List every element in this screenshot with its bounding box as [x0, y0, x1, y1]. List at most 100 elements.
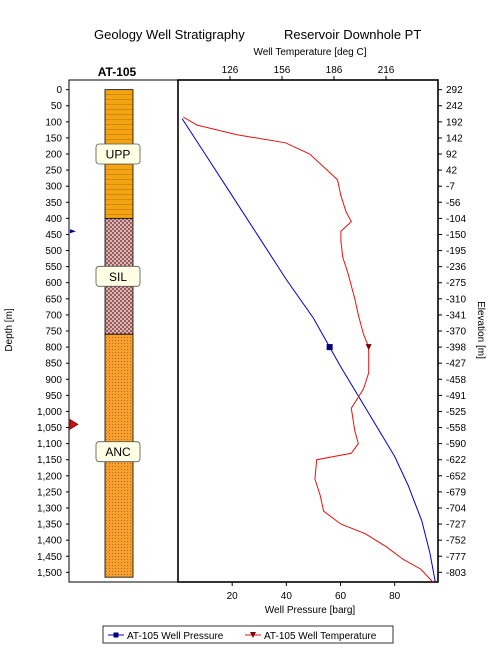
- depth-tick-label: 250: [45, 166, 62, 177]
- legend-temperature-label: AT-105 Well Temperature: [264, 631, 377, 642]
- inflow-marker-blue: [70, 229, 76, 234]
- formation-upp-label: UPP: [106, 148, 131, 162]
- depth-tick-label: 1,400: [37, 536, 62, 547]
- elevation-tick-label: -236: [446, 262, 466, 273]
- elevation-tick-label: -679: [446, 487, 466, 498]
- depth-tick-label: 700: [45, 310, 62, 321]
- elevation-tick-label: -427: [446, 359, 466, 370]
- titles: Geology Well Stratigraphy Reservoir Down…: [0, 27, 498, 47]
- series-group: [181, 116, 436, 583]
- temperature-axis-label: Well Temperature [deg C]: [253, 47, 366, 58]
- pressure-tick-label: 80: [389, 591, 401, 602]
- depth-tick-label: 1,000: [37, 407, 62, 418]
- temperature-tick-label: 156: [274, 65, 291, 76]
- temperature-tick-label: 126: [222, 65, 239, 76]
- well-label: AT-105: [98, 65, 137, 79]
- temperature-series-marker: [365, 344, 372, 351]
- depth-tick-label: 1,250: [37, 487, 62, 498]
- elevation-tick-label: -491: [446, 391, 466, 402]
- temperature-tick-label: 216: [378, 65, 395, 76]
- depth-tick-label: 1,200: [37, 471, 62, 482]
- depth-tick-label: 1,150: [37, 455, 62, 466]
- elevation-tick-label: 242: [446, 101, 463, 112]
- elevation-tick-label: -777: [446, 552, 466, 563]
- elevation-tick-label: 92: [446, 150, 458, 161]
- elevation-tick-label: -622: [446, 455, 466, 466]
- pressure-series-line: [181, 118, 436, 583]
- depth-axis-ticks: 0 50 100 150 200 250 300 350 400 450 500 550 600 650 7…: [37, 85, 69, 579]
- depth-tick-label: 1,050: [37, 423, 62, 434]
- depth-tick-label: 200: [45, 150, 62, 161]
- inflow-marker-red: [69, 418, 79, 430]
- elevation-axis-ticks: 292 242 192 142 92 42 -7 -56 -104 -150 -195 -236 -27…: [438, 85, 466, 579]
- depth-tick-label: 800: [45, 343, 62, 354]
- depth-tick-label: 100: [45, 117, 62, 128]
- elevation-tick-label: 42: [446, 166, 458, 177]
- depth-tick-label: 1,450: [37, 552, 62, 563]
- depth-tick-label: 900: [45, 375, 62, 386]
- depth-tick-label: 750: [45, 327, 62, 338]
- legend-pressure-label: AT-105 Well Pressure: [127, 631, 224, 642]
- formation-sil-label-box: [95, 265, 141, 287]
- elevation-tick-label: -398: [446, 343, 466, 354]
- depth-tick-label: 300: [45, 182, 62, 193]
- temperature-axis-ticks: 126 156 186 216: [222, 65, 395, 80]
- depth-tick-label: 850: [45, 359, 62, 370]
- legend-pressure-marker: [113, 632, 119, 638]
- pressure-series-marker: [326, 344, 333, 351]
- plot-area-frame: [177, 79, 439, 583]
- stratigraphy-column: UPP SIL ANC: [69, 89, 141, 578]
- elevation-tick-label: -652: [446, 471, 466, 482]
- depth-tick-label: 150: [45, 133, 62, 144]
- legend: AT-105 Well Pressure AT-105 Well Tempera…: [102, 625, 394, 644]
- elevation-tick-label: -341: [446, 310, 466, 321]
- pressure-axis-label: Well Pressure [barg]: [265, 605, 356, 616]
- elevation-tick-label: 292: [446, 85, 463, 96]
- depth-tick-label: 1,350: [37, 520, 62, 531]
- elevation-tick-label: -195: [446, 246, 466, 257]
- chart-subtitle: Reservoir Downhole PT: [284, 27, 422, 42]
- formation-upp-label-box: [95, 143, 141, 165]
- formation-anc-label: ANC: [105, 445, 131, 459]
- elevation-tick-label: -7: [446, 182, 455, 193]
- elevation-tick-label: -275: [446, 278, 466, 289]
- elevation-tick-label: -150: [446, 230, 466, 241]
- elevation-tick-label: -752: [446, 536, 466, 547]
- elevation-tick-label: 142: [446, 133, 463, 144]
- elevation-tick-label: -56: [446, 198, 461, 209]
- depth-tick-label: 650: [45, 294, 62, 305]
- depth-tick-label: 1,300: [37, 503, 62, 514]
- depth-tick-label: 1,500: [37, 568, 62, 579]
- depth-tick-label: 50: [51, 101, 63, 112]
- elevation-tick-label: -704: [446, 503, 466, 514]
- elevation-tick-label: -803: [446, 568, 466, 579]
- formation-anc-label-box: [95, 441, 141, 463]
- temperature-series-line: [182, 116, 434, 583]
- elevation-tick-label: 192: [446, 117, 463, 128]
- elevation-tick-label: -370: [446, 327, 466, 338]
- elevation-tick-label: -310: [446, 294, 466, 305]
- depth-tick-label: 350: [45, 198, 62, 209]
- legend-temperature-marker: [250, 632, 256, 638]
- elevation-tick-label: -104: [446, 214, 466, 225]
- pressure-tick-label: 60: [335, 591, 347, 602]
- chart-title: Geology Well Stratigraphy: [94, 27, 245, 42]
- temperature-tick-label: 186: [326, 65, 343, 76]
- pressure-tick-label: 20: [227, 591, 239, 602]
- depth-tick-label: 0: [56, 85, 62, 96]
- depth-tick-label: 550: [45, 262, 62, 273]
- depth-tick-label: 1,100: [37, 439, 62, 450]
- elevation-tick-label: -727: [446, 520, 466, 531]
- depth-tick-label: 400: [45, 214, 62, 225]
- elevation-tick-label: -525: [446, 407, 466, 418]
- depth-tick-label: 500: [45, 246, 62, 257]
- depth-tick-label: 950: [45, 391, 62, 402]
- elevation-tick-label: -558: [446, 423, 466, 434]
- elevation-axis-label: Elevation [m]: [475, 301, 486, 359]
- elevation-tick-label: -590: [446, 439, 466, 450]
- depth-axis-label: Depth [m]: [4, 308, 15, 352]
- elevation-tick-label: -458: [446, 375, 466, 386]
- pressure-axis-ticks: 20 40 60 80: [227, 582, 401, 602]
- depth-tick-label: 600: [45, 278, 62, 289]
